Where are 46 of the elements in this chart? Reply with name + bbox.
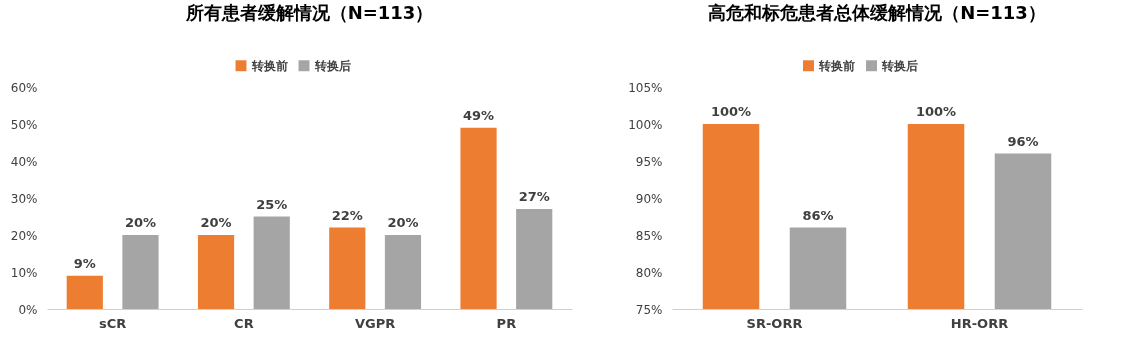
bar: [122, 235, 159, 309]
chart-title: 高危和标危患者总体缓解情况（N=113）: [708, 2, 1046, 23]
x-tick-label: VGPR: [354, 315, 396, 331]
y-tick-label: 20%: [10, 228, 38, 243]
data-label: 96%: [1007, 133, 1039, 149]
data-label: 100%: [915, 104, 957, 119]
y-tick-label: 0%: [18, 302, 38, 317]
legend-label: 转换前: [250, 58, 288, 73]
x-tick-label: sCR: [98, 315, 127, 331]
bar: [253, 216, 290, 309]
data-label: 100%: [710, 104, 752, 119]
data-label: 20%: [124, 215, 157, 230]
y-tick-label: 40%: [10, 154, 38, 169]
y-tick-label: 80%: [635, 265, 663, 280]
data-label: 20%: [200, 215, 232, 230]
data-label: 86%: [802, 207, 834, 223]
legend-label: 转换后: [881, 58, 918, 73]
bar: [197, 235, 235, 309]
legend-label: 转换后: [313, 58, 351, 73]
data-label: 27%: [518, 189, 550, 205]
y-tick-label: 30%: [10, 191, 38, 206]
y-tick-label: 75%: [635, 302, 663, 317]
data-label: 20%: [387, 215, 419, 230]
y-tick-label: 10%: [10, 265, 38, 280]
x-tick-label: PR: [496, 315, 517, 331]
x-tick-label: HR-ORR: [950, 315, 1009, 331]
x-tick-label: CR: [234, 315, 254, 331]
bar: [516, 209, 553, 309]
y-tick-label: 90%: [635, 191, 663, 206]
bar: [329, 227, 366, 309]
data-label: 22%: [331, 207, 363, 223]
bar: [460, 127, 497, 309]
bar: [384, 235, 422, 309]
data-label: 25%: [256, 196, 288, 212]
data-label: 9%: [73, 255, 96, 271]
y-tick-label: 95%: [635, 154, 663, 169]
x-tick-label: SR-ORR: [746, 315, 803, 331]
legend-label: 转换前: [818, 58, 855, 73]
y-tick-label: 60%: [10, 80, 38, 95]
y-tick-label: 105%: [628, 80, 663, 95]
y-tick-label: 50%: [10, 117, 38, 132]
data-label: 49%: [462, 107, 495, 123]
y-tick-label: 100%: [628, 117, 663, 132]
chart-title: 所有患者缓解情况（N=113）: [184, 2, 434, 23]
y-tick-label: 85%: [635, 228, 663, 243]
bar: [66, 275, 103, 309]
